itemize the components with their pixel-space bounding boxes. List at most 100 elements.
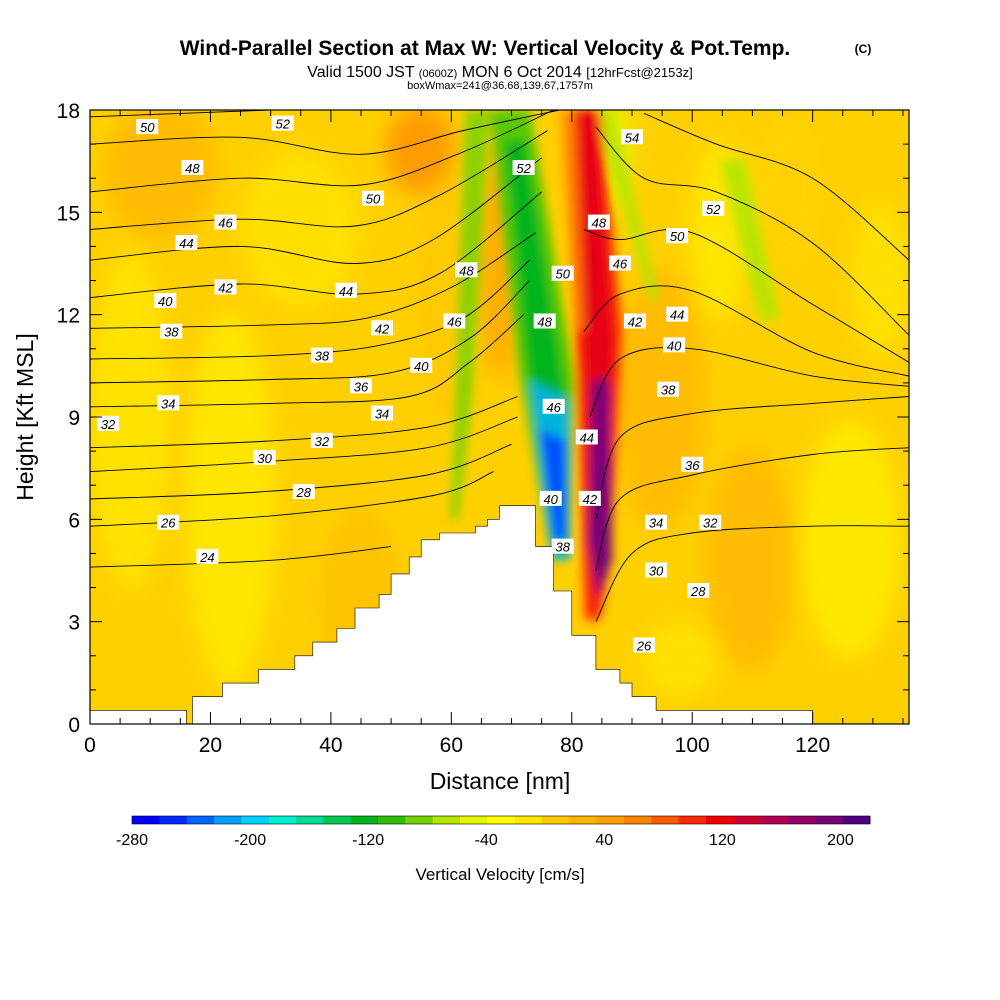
colorbar-swatch: [596, 816, 625, 824]
theta-label: 34: [371, 405, 394, 422]
theta-label: 26: [633, 637, 656, 654]
theta-labels: 50 52 48 50 52 54 46 44 48 50 52 46 48 50 42 44 40 38 42 46…: [97, 115, 725, 654]
colorbar-swatch: [733, 816, 762, 824]
theta-label: 52: [271, 115, 294, 132]
theta-label-text: 34: [649, 516, 663, 531]
valid-date: MON 6 Oct 2014: [462, 64, 582, 81]
colorbar: [131, 815, 871, 825]
theta-contour-44: [90, 157, 542, 264]
theta-label: 52: [702, 200, 725, 217]
theta-label: 42: [578, 490, 601, 507]
x-tick-labels: 0 20 40 60 80 100 120: [84, 734, 830, 757]
theta-label-text: 34: [161, 396, 175, 411]
downdraft-band-west: [450, 110, 490, 520]
theta-label: 24: [196, 548, 219, 565]
colorbar-tick-label: -200: [234, 832, 266, 849]
theta-label: 50: [136, 119, 159, 135]
x-tick-label: 0: [84, 734, 96, 757]
theta-label: 40: [539, 490, 562, 507]
theta-label: 40: [410, 357, 433, 374]
theta-label-text: 26: [160, 516, 176, 531]
y-tick-labels: 0 3 6 9 12 15 18: [57, 100, 80, 737]
copyright-mark: (C): [855, 42, 872, 56]
colorbar-swatch: [815, 816, 844, 824]
theta-label: 30: [253, 449, 276, 466]
theta-label-text: 44: [339, 284, 353, 299]
theta-contour-e16: [595, 447, 909, 571]
theta-label-text: 30: [649, 564, 664, 579]
theta-label: 40: [663, 337, 686, 353]
colorbar-swatch: [514, 816, 543, 824]
colorbar-swatch: [569, 816, 598, 824]
colorbar-tick-label: 40: [595, 832, 613, 849]
theta-label-text: 28: [296, 485, 312, 500]
theta-label: 32: [310, 432, 333, 449]
theta-label: 46: [214, 214, 237, 231]
colorbar-tick-label: -40: [475, 832, 498, 849]
theta-label-text: 50: [140, 120, 155, 135]
theta-label: 54: [620, 129, 643, 145]
theta-label-text: 44: [179, 236, 193, 251]
y-tick-label: 15: [57, 202, 80, 225]
theta-label: 34: [157, 395, 180, 411]
downdraft-max: [540, 430, 566, 540]
theta-contours: [90, 110, 909, 622]
theta-label-text: 30: [257, 451, 272, 466]
theta-label-text: 24: [199, 550, 214, 565]
theta-label-text: 42: [628, 314, 643, 329]
theta-label: 38: [160, 323, 183, 340]
theta-label-text: 48: [537, 314, 552, 329]
colorbar-swatch: [706, 816, 734, 824]
theta-contour-50: [90, 110, 560, 155]
colorbar-swatch: [842, 816, 871, 824]
box-info: boxWmax=241@36.68,139.67,1757m: [407, 80, 593, 92]
theta-label-text: 34: [375, 407, 389, 422]
chart-title: Wind-Parallel Section at Max W: Vertical…: [180, 37, 791, 60]
theta-label: 42: [623, 313, 646, 329]
colorbar-swatch: [651, 816, 680, 824]
theta-label-text: 26: [636, 639, 652, 654]
colorbar-swatch: [132, 816, 160, 824]
theta-contour-e19: [583, 285, 909, 377]
x-tick-label: 100: [675, 734, 710, 757]
weak-downdraft-far-east: [720, 160, 780, 320]
colorbar-swatch: [432, 816, 461, 824]
theta-label: 36: [681, 456, 704, 473]
theta-label-text: 38: [661, 383, 676, 398]
theta-label: 42: [371, 320, 394, 336]
theta-contour-e17: [595, 396, 909, 520]
theta-label-text: 36: [685, 458, 700, 473]
colorbar-swatch: [788, 816, 816, 824]
theta-label-text: 52: [275, 117, 290, 132]
theta-label-text: 40: [414, 359, 429, 374]
theta-contour-30: [90, 416, 518, 473]
theta-label: 26: [157, 514, 180, 531]
theta-label: 32: [699, 514, 722, 531]
colorbar-swatch: [296, 816, 324, 824]
theta-contour-24: [90, 546, 392, 568]
colorbar-swatch: [241, 816, 270, 824]
theta-label-text: 46: [218, 216, 233, 231]
theta-label: 38: [310, 347, 333, 364]
theta-contour-28: [90, 443, 512, 500]
y-axis-title: Height [Kft MSL]: [12, 333, 38, 500]
theta-contour-46: [90, 130, 548, 230]
theta-label: 40: [154, 293, 177, 309]
theta-label-text: 46: [447, 314, 462, 329]
theta-label-text: 50: [366, 192, 381, 207]
valid-utc: (0600Z): [419, 68, 458, 80]
colorbar-title: Vertical Velocity [cm/s]: [415, 865, 584, 884]
theta-label: 38: [657, 381, 680, 398]
y-tick-label: 12: [57, 305, 80, 328]
theta-label: 44: [575, 429, 598, 445]
valid-time: Valid 1500 JST: [307, 64, 415, 81]
theta-label-text: 40: [543, 492, 558, 507]
colorbar-swatch: [323, 816, 352, 824]
theta-contour-e22: [643, 112, 909, 261]
terrain-mask: [90, 505, 909, 724]
theta-label: 44: [334, 282, 357, 299]
theta-label: 46: [443, 313, 466, 329]
colorbar-swatch: [159, 816, 188, 824]
theta-contour-48: [90, 110, 554, 193]
